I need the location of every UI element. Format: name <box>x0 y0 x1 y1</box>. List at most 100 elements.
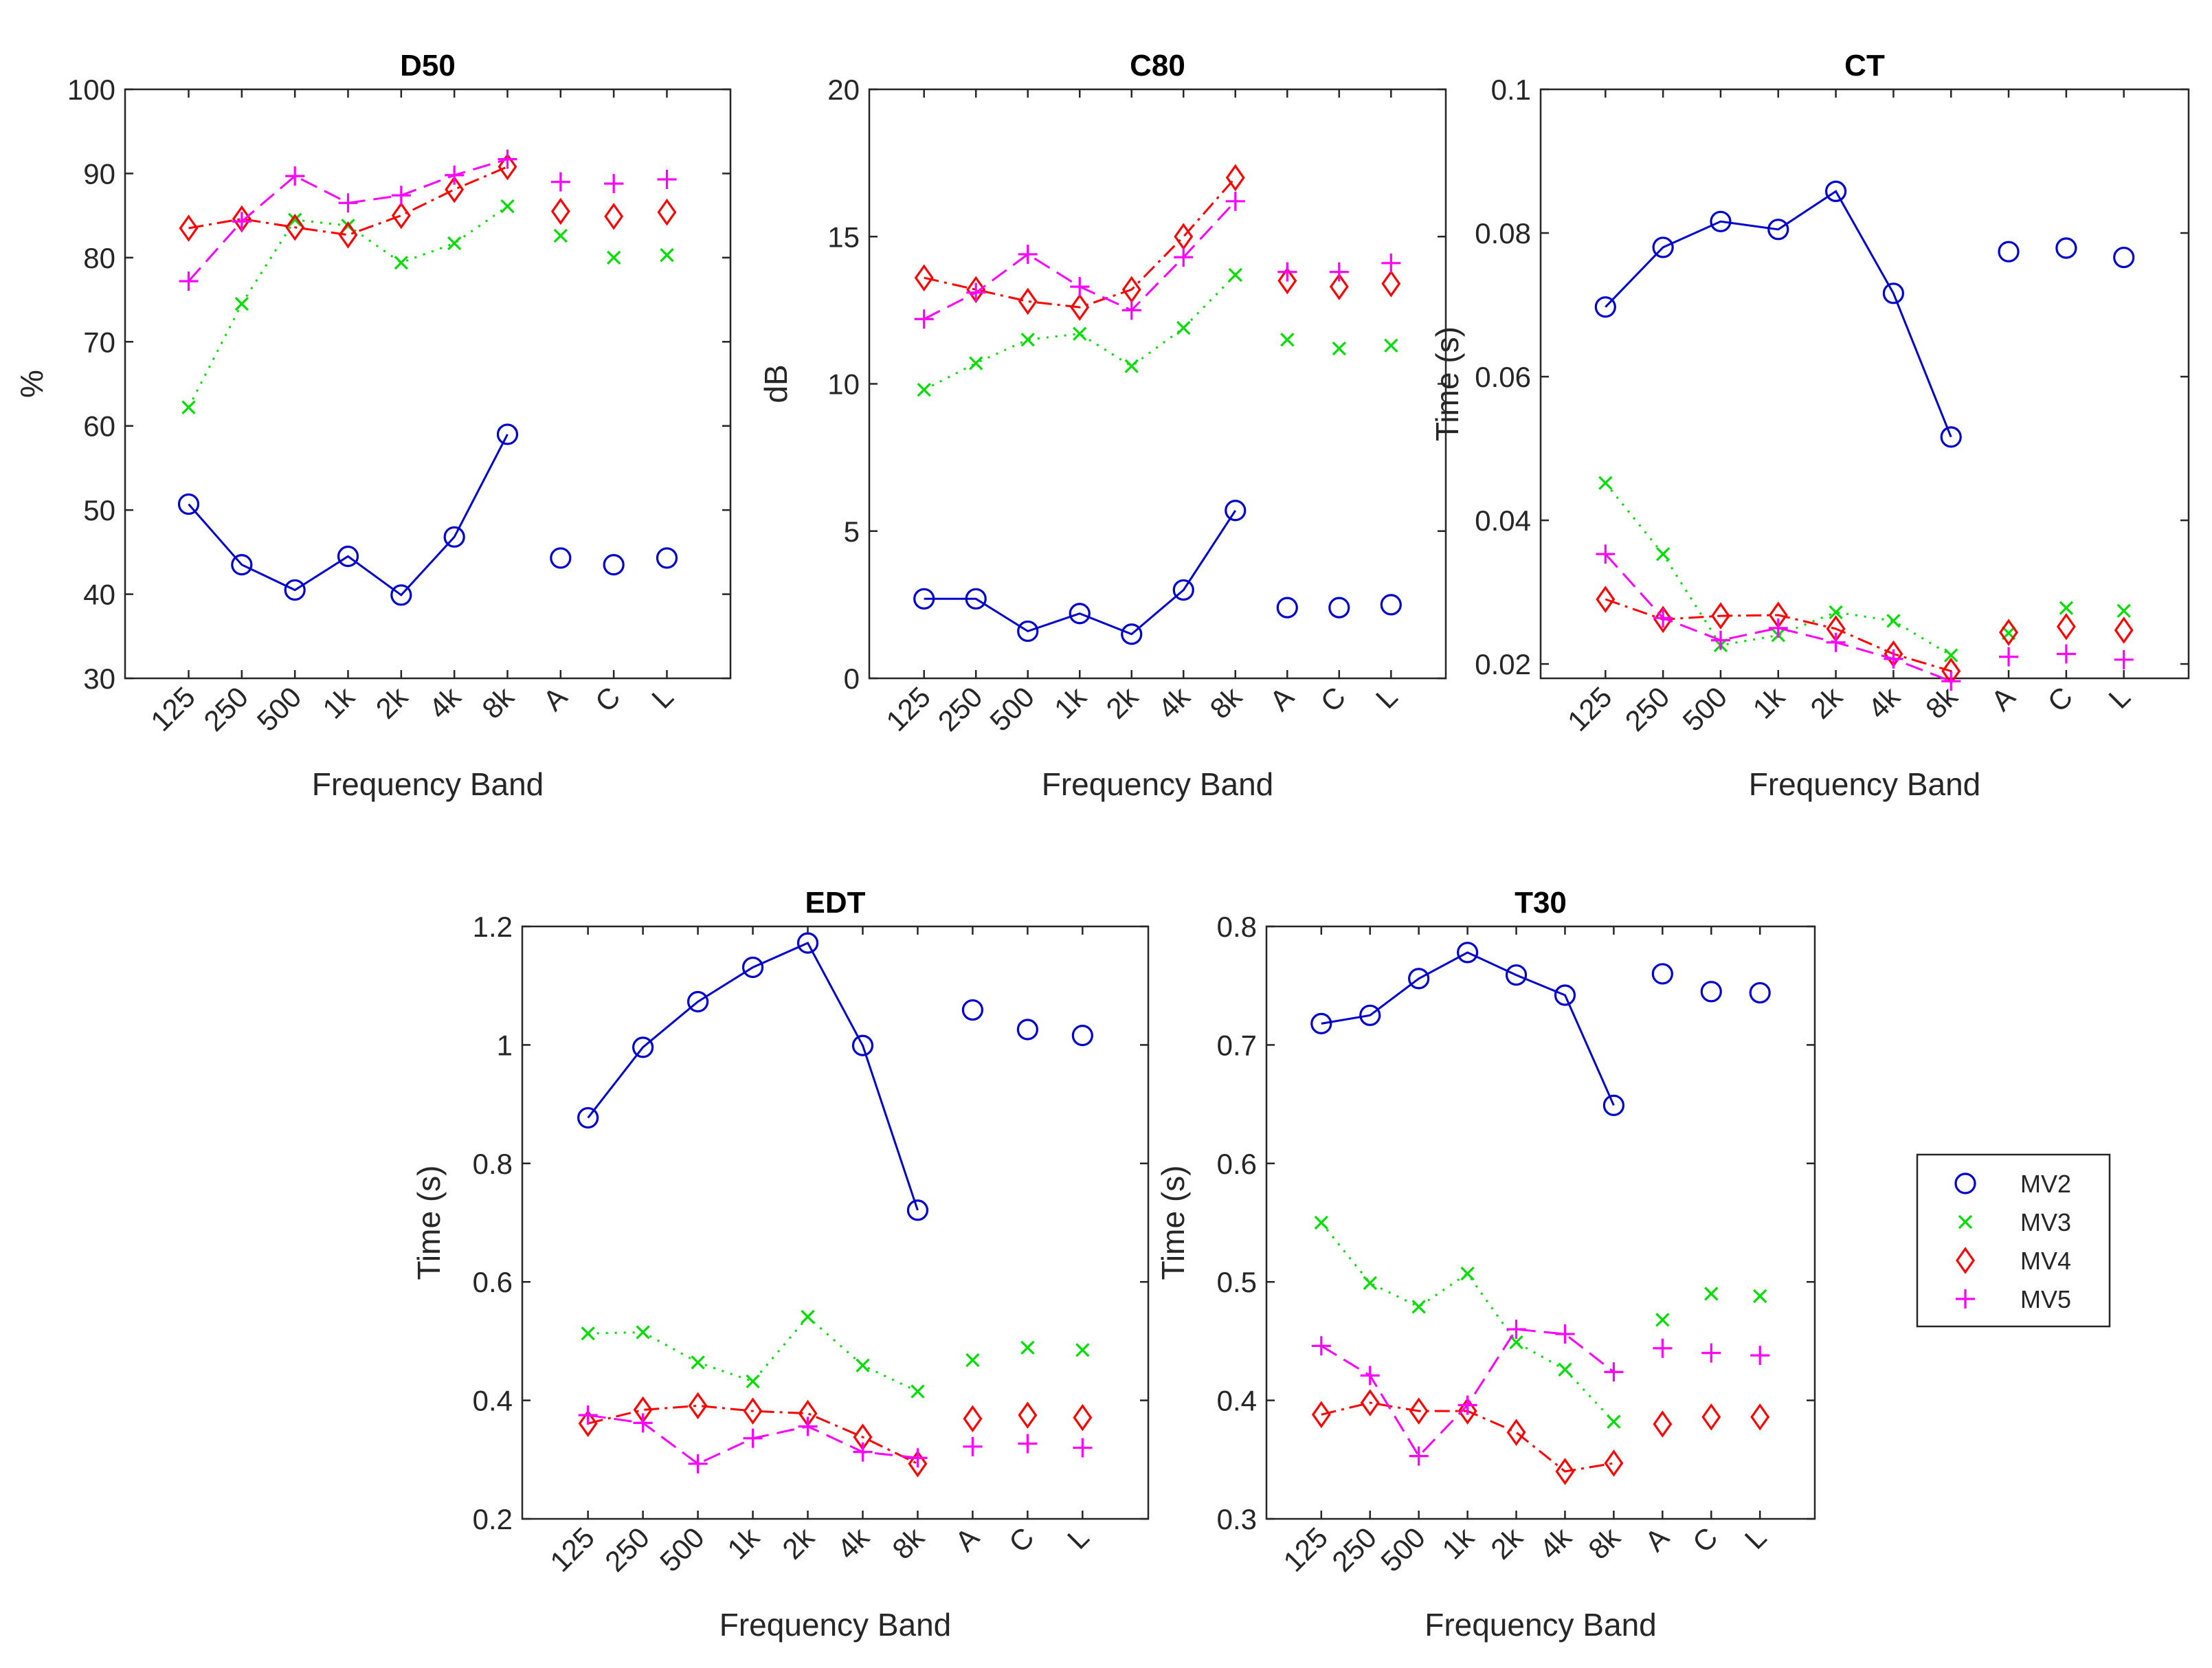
chart-title: EDT <box>805 886 866 920</box>
data-point <box>969 356 983 370</box>
series-line <box>587 942 919 1211</box>
data-point <box>604 174 624 194</box>
data-point <box>1653 608 1673 628</box>
data-point <box>2116 603 2131 618</box>
data-point <box>1596 544 1616 564</box>
y-tick-label: 0.5 <box>1217 1266 1257 1298</box>
x-tick-label: 250 <box>599 1521 656 1578</box>
x-tick-label: 250 <box>1619 680 1676 737</box>
data-point <box>337 545 359 568</box>
data-point <box>1457 1395 1477 1415</box>
data-point <box>496 423 519 445</box>
x-tick-label: 500 <box>1677 680 1734 737</box>
data-point <box>1506 1320 1526 1339</box>
data-point <box>1070 277 1090 297</box>
data-point <box>1941 671 1961 691</box>
x-tick-label: 250 <box>1326 1521 1383 1578</box>
data-point <box>1653 1338 1673 1358</box>
data-point <box>179 271 199 291</box>
data-point <box>1999 619 2019 646</box>
data-point <box>1073 326 1087 341</box>
data-point <box>1018 287 1038 315</box>
data-point <box>914 309 934 329</box>
y-tick-label: 10 <box>827 368 860 401</box>
data-point <box>2114 616 2134 644</box>
chart-title: T30 <box>1515 886 1567 920</box>
x-tick-label: 125 <box>544 1521 601 1578</box>
legend-label: MV3 <box>2020 1208 2071 1236</box>
data-point <box>1073 1438 1093 1458</box>
data-point <box>1310 1012 1332 1034</box>
data-point <box>688 1454 708 1474</box>
legend-entry-mv2: MV2 <box>1954 1170 2071 1198</box>
data-point <box>1826 632 1846 652</box>
data-point <box>1749 981 1771 1004</box>
x-tick-label: A <box>537 680 573 717</box>
data-point <box>1329 273 1349 300</box>
data-point <box>1753 1289 1767 1304</box>
plot-area <box>521 925 1150 1520</box>
y-tick-label: 0.2 <box>473 1503 513 1535</box>
x-tick-label: A <box>949 1521 985 1557</box>
chart-title: D50 <box>400 49 456 82</box>
legend-marker <box>1956 1247 1975 1274</box>
y-tick-label: 1 <box>497 1029 513 1061</box>
y-axis-label: % <box>14 370 49 398</box>
data-point <box>1069 603 1091 625</box>
data-point <box>1710 630 1730 650</box>
data-point <box>691 1355 705 1370</box>
series-line <box>924 509 1237 636</box>
x-tick-label: 2k <box>776 1520 820 1565</box>
data-point <box>181 400 196 414</box>
data-point <box>1328 597 1350 619</box>
x-tick-label: 8k <box>1204 680 1249 724</box>
data-point <box>1596 586 1616 613</box>
data-point <box>1332 341 1346 356</box>
x-tick-label: 2k <box>1804 680 1848 724</box>
data-point <box>1555 1324 1575 1344</box>
data-point <box>607 250 621 265</box>
data-point <box>1329 262 1349 282</box>
legend: MV2 MV3 MV4 MV5 <box>1916 1153 2111 1328</box>
data-point <box>1381 270 1401 298</box>
data-point <box>1409 1446 1429 1466</box>
data-point <box>1594 296 1616 318</box>
data-point <box>390 584 412 606</box>
y-axis-label: dB <box>758 364 794 403</box>
data-point <box>1020 333 1035 347</box>
x-tick-label: 4k <box>1862 680 1906 724</box>
series-mv5 <box>914 191 1401 329</box>
data-point <box>1363 1276 1377 1291</box>
data-point <box>1768 618 1788 638</box>
data-point <box>1554 984 1576 1006</box>
x-tick-label: L <box>1370 680 1404 715</box>
legend-marker <box>1956 1289 1975 1309</box>
y-tick-label: 60 <box>83 410 115 443</box>
data-point <box>578 1410 598 1437</box>
y-tick-label: 5 <box>844 515 860 548</box>
legend-label: MV5 <box>2020 1285 2071 1313</box>
data-point <box>2113 246 2135 269</box>
x-tick-label: C <box>589 680 627 718</box>
data-point <box>1829 605 1843 619</box>
data-point <box>338 193 358 213</box>
data-point <box>234 297 249 311</box>
data-point <box>917 382 931 397</box>
x-tick-label: 8k <box>1582 1520 1627 1565</box>
data-point <box>1655 547 1671 561</box>
x-tick-label: 125 <box>1277 1521 1334 1578</box>
y-tick-label: 20 <box>827 74 860 106</box>
data-point <box>1555 1458 1575 1485</box>
data-point <box>963 1405 983 1433</box>
data-point <box>1700 981 1722 1003</box>
x-tick-label: A <box>1985 680 2021 717</box>
chart-title: CT <box>1844 49 1885 82</box>
series-mv5 <box>578 1405 1093 1474</box>
x-tick-label: 125 <box>880 680 937 737</box>
series-mv5 <box>179 149 677 291</box>
data-point <box>1018 244 1038 264</box>
data-point <box>1408 968 1430 990</box>
data-point <box>636 1325 650 1339</box>
data-point <box>908 1448 928 1468</box>
data-point <box>1604 1449 1624 1477</box>
